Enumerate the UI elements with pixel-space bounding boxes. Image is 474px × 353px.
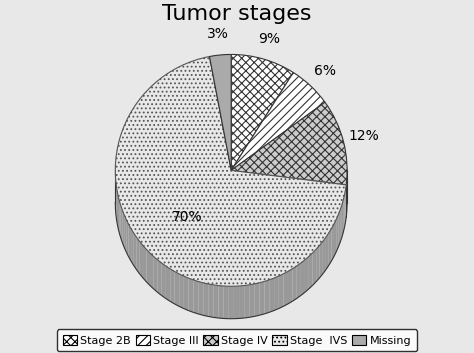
Wedge shape	[210, 54, 231, 170]
Polygon shape	[146, 249, 150, 286]
Polygon shape	[331, 224, 334, 261]
Polygon shape	[283, 271, 288, 306]
Polygon shape	[259, 281, 264, 315]
Polygon shape	[124, 215, 126, 252]
Polygon shape	[117, 190, 118, 228]
Polygon shape	[326, 233, 329, 270]
Polygon shape	[309, 253, 313, 289]
Polygon shape	[121, 205, 122, 243]
Polygon shape	[338, 210, 340, 247]
Polygon shape	[342, 200, 343, 238]
Polygon shape	[137, 238, 140, 274]
Polygon shape	[118, 195, 119, 233]
Polygon shape	[203, 283, 209, 316]
Polygon shape	[193, 280, 198, 314]
Wedge shape	[231, 54, 293, 170]
Polygon shape	[239, 286, 244, 318]
Polygon shape	[313, 249, 316, 285]
Polygon shape	[329, 228, 331, 265]
Polygon shape	[179, 274, 184, 309]
Polygon shape	[174, 271, 179, 306]
Polygon shape	[209, 284, 213, 317]
Polygon shape	[166, 266, 170, 301]
Polygon shape	[143, 246, 146, 282]
Polygon shape	[244, 285, 249, 318]
Polygon shape	[269, 278, 274, 312]
Polygon shape	[345, 190, 346, 227]
Polygon shape	[224, 286, 229, 319]
Polygon shape	[288, 269, 292, 304]
Wedge shape	[231, 72, 325, 170]
Polygon shape	[264, 280, 269, 314]
Polygon shape	[154, 257, 158, 292]
Polygon shape	[274, 276, 279, 311]
Polygon shape	[119, 201, 121, 238]
Polygon shape	[150, 253, 154, 289]
Polygon shape	[334, 219, 336, 257]
Polygon shape	[234, 286, 239, 319]
Polygon shape	[319, 241, 323, 278]
Polygon shape	[316, 245, 319, 282]
Polygon shape	[116, 185, 117, 223]
Text: 3%: 3%	[208, 27, 229, 41]
Polygon shape	[126, 220, 128, 257]
Polygon shape	[140, 241, 143, 278]
Polygon shape	[128, 224, 131, 261]
Title: Tumor stages: Tumor stages	[162, 4, 312, 24]
Legend: Stage 2B, Stage III, Stage IV, Stage  IVS, Missing: Stage 2B, Stage III, Stage IV, Stage IVS…	[57, 329, 417, 351]
Polygon shape	[162, 263, 166, 299]
Polygon shape	[158, 260, 162, 295]
Polygon shape	[336, 215, 338, 252]
Polygon shape	[305, 256, 309, 292]
Polygon shape	[323, 237, 326, 274]
Polygon shape	[340, 205, 342, 242]
Polygon shape	[170, 269, 174, 304]
Polygon shape	[279, 274, 283, 309]
Polygon shape	[189, 278, 193, 312]
Polygon shape	[198, 282, 203, 315]
Polygon shape	[229, 286, 234, 319]
Polygon shape	[343, 195, 345, 233]
Text: 6%: 6%	[314, 64, 336, 78]
Polygon shape	[184, 276, 189, 311]
Wedge shape	[231, 102, 347, 185]
Text: 12%: 12%	[348, 129, 379, 143]
Text: 70%: 70%	[172, 210, 203, 224]
Polygon shape	[122, 210, 124, 247]
Wedge shape	[115, 56, 346, 286]
Polygon shape	[297, 263, 301, 298]
Polygon shape	[292, 266, 297, 301]
Polygon shape	[131, 229, 134, 265]
Text: 9%: 9%	[258, 32, 280, 46]
Polygon shape	[301, 260, 305, 295]
Polygon shape	[213, 285, 219, 318]
Polygon shape	[219, 286, 224, 318]
Polygon shape	[255, 283, 259, 316]
Polygon shape	[249, 284, 255, 317]
Polygon shape	[134, 233, 137, 270]
